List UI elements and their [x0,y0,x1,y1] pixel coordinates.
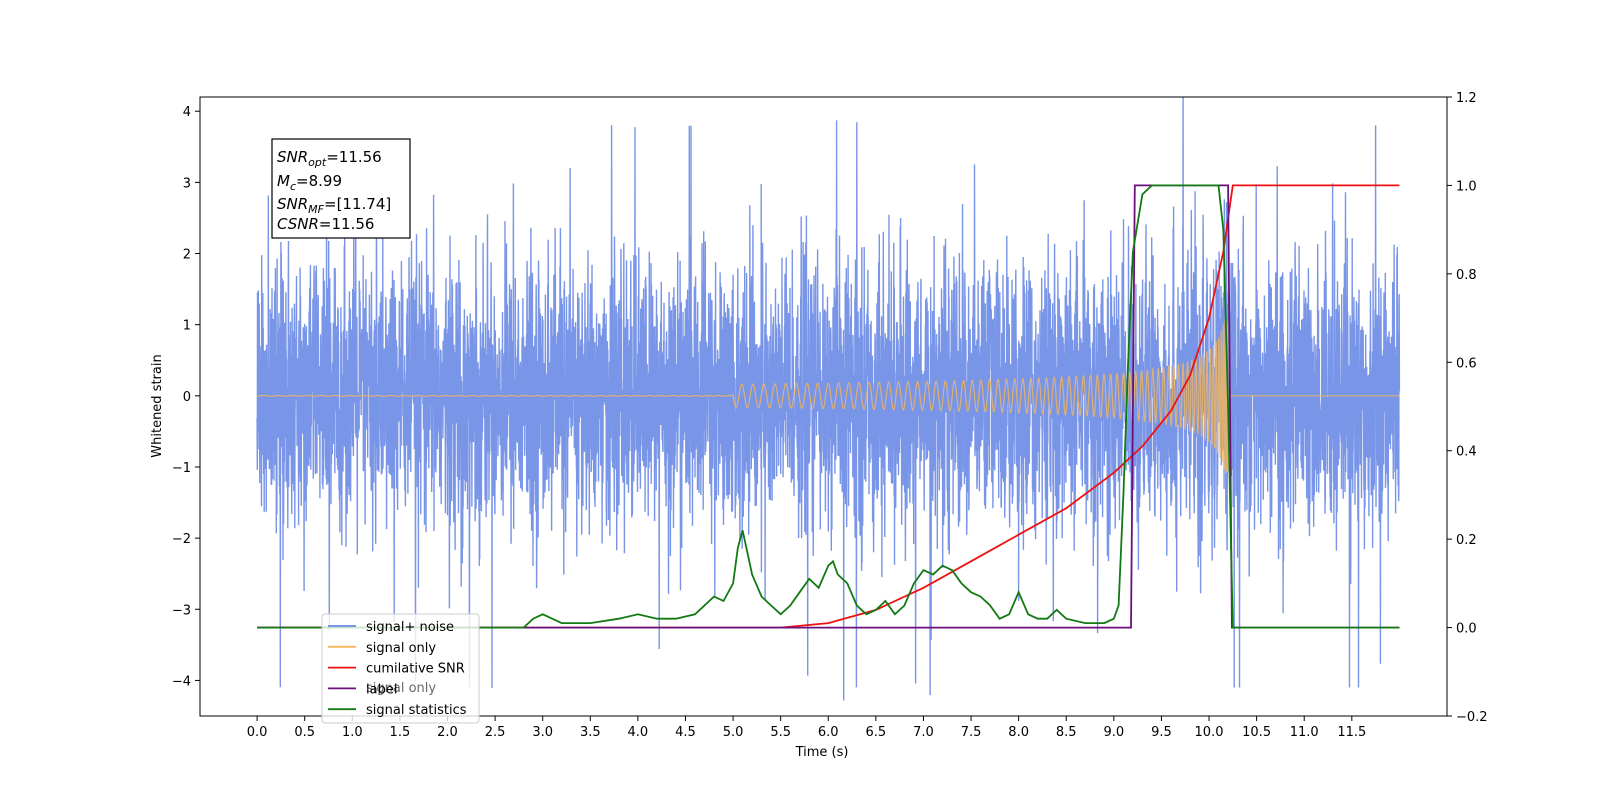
x-tick-label: 5.5 [770,725,791,740]
y2-tick-label: 0.8 [1456,268,1477,283]
annotation-snr-mf: SNRMF=[11.74] [277,195,391,216]
cumilative-snr-line [257,184,1400,629]
y2-tick-label: −0.2 [1456,710,1488,725]
x-tick-label: 3.0 [532,725,553,740]
x-tick-label: 11.5 [1337,725,1366,740]
x-tick-label: 2.0 [437,725,458,740]
y-tick-label: 4 [183,105,191,120]
signal-noise-line [256,97,1401,701]
legend: signal only signal+ noise signal only cumi… [321,613,480,724]
x-tick-label: 10.0 [1195,725,1224,740]
legend-label: cumilative SNR [366,662,465,677]
x-axis: 0.0 0.5 1.0 1.5 2.0 2.5 3.0 3.5 4.0 4.5 5.0 5.5 6.0 6… [247,716,1366,740]
x-tick-label: 7.0 [913,725,934,740]
legend-ghost-text: signal only [366,681,436,696]
y-tick-label: 3 [183,176,191,191]
plot-frame [199,96,1448,717]
y-tick-label: 1 [183,319,191,334]
annotation-csnr: CSNR=11.56 [277,215,374,233]
y2-tick-label: 1.2 [1456,91,1477,106]
y-tick-label: −2 [172,532,191,547]
x-tick-label: 8.5 [1056,725,1077,740]
y-axis: 4 3 2 1 0 −1 −2 −3 −4 [172,105,200,689]
x-tick-label: 8.0 [1008,725,1029,740]
y-tick-label: −1 [172,461,191,476]
x-tick-label: 10.5 [1242,725,1271,740]
x-tick-label: 1.0 [342,725,363,740]
right-axis-series [257,184,1400,629]
legend-label: signal+ noise [366,620,454,635]
x-tick-label: 4.0 [628,725,649,740]
signal-only-series [257,317,1400,474]
y-tick-label: 2 [183,248,191,263]
y-axis-label: Whitened strain [150,354,165,457]
y2-tick-label: 0.6 [1456,356,1477,371]
x-tick-label: 0.0 [247,725,268,740]
y2-tick-label: 0.4 [1456,445,1477,460]
x-tick-label: 1.5 [390,725,411,740]
y-tick-label: −4 [172,674,191,689]
x-tick-label: 6.0 [818,725,839,740]
y-tick-label: 0 [183,390,191,405]
signal-noise-series [256,97,1401,701]
x-tick-label: 7.5 [961,725,982,740]
annotation-mc: Mc=8.99 [277,172,342,193]
x-tick-label: 0.5 [294,725,315,740]
annotation-snr-opt: SNRopt=11.56 [277,148,382,169]
y-tick-label: −3 [172,603,191,618]
annotation-box: SNRopt=11.56 Mc=8.99 SNRMF=[11.74] CSNR=… [271,138,411,239]
y2-tick-label: 1.0 [1456,179,1477,194]
legend-label: signal only [366,641,436,656]
plot-area [256,97,1401,701]
x-tick-label: 6.5 [866,725,887,740]
signal-only-line [257,317,1400,474]
x-axis-label: Time (s) [795,745,849,760]
y2-tick-label: 0.2 [1456,533,1477,548]
x-tick-label: 11.0 [1290,725,1319,740]
y2-tick-label: 0.0 [1456,622,1477,637]
x-tick-label: 5.0 [723,725,744,740]
x-tick-label: 9.0 [1103,725,1124,740]
x-tick-label: 2.5 [485,725,506,740]
legend-label: label [366,682,397,697]
legend-label: signal statistics [366,703,467,718]
y2-axis: 1.2 1.0 0.8 0.6 0.4 0.2 0.0 −0.2 [1447,91,1488,725]
x-tick-label: 4.5 [675,725,696,740]
x-tick-label: 9.5 [1151,725,1172,740]
signal-statistics-line [257,184,1400,629]
x-tick-label: 3.5 [580,725,601,740]
